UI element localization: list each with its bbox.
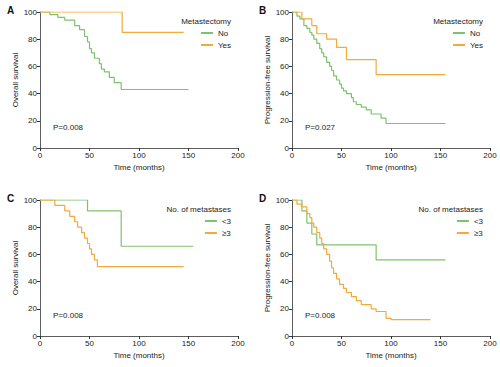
svg-text:80: 80 bbox=[280, 223, 289, 232]
svg-text:Metastectomy: Metastectomy bbox=[433, 17, 483, 26]
svg-text:50: 50 bbox=[85, 339, 94, 348]
svg-text:D: D bbox=[259, 193, 266, 204]
svg-text:60: 60 bbox=[280, 250, 289, 259]
svg-text:100: 100 bbox=[384, 339, 398, 348]
svg-text:100: 100 bbox=[276, 196, 290, 205]
svg-text:Yes: Yes bbox=[470, 41, 483, 50]
svg-text:≥3: ≥3 bbox=[474, 229, 483, 238]
svg-text:20: 20 bbox=[28, 116, 37, 125]
svg-text:<3: <3 bbox=[222, 217, 232, 226]
svg-text:Time (months): Time (months) bbox=[113, 163, 165, 172]
svg-text:No: No bbox=[218, 29, 229, 38]
svg-text:Overall survival: Overall survival bbox=[11, 52, 20, 107]
svg-text:40: 40 bbox=[28, 277, 37, 286]
svg-text:Time (months): Time (months) bbox=[113, 351, 165, 360]
svg-text:Time (months): Time (months) bbox=[365, 163, 417, 172]
svg-text:150: 150 bbox=[182, 151, 196, 160]
svg-text:Metastectomy: Metastectomy bbox=[181, 17, 231, 26]
svg-text:200: 200 bbox=[231, 151, 245, 160]
svg-text:100: 100 bbox=[276, 8, 290, 17]
svg-text:No. of metastases: No. of metastases bbox=[419, 205, 483, 214]
svg-text:≥3: ≥3 bbox=[222, 229, 231, 238]
svg-text:0: 0 bbox=[38, 151, 43, 160]
svg-text:0: 0 bbox=[290, 151, 295, 160]
svg-text:200: 200 bbox=[231, 339, 245, 348]
svg-text:0: 0 bbox=[290, 339, 295, 348]
svg-text:100: 100 bbox=[132, 151, 146, 160]
svg-text:P=0.008: P=0.008 bbox=[305, 311, 336, 320]
svg-text:Progression-free survival: Progression-free survival bbox=[263, 224, 272, 313]
svg-text:0: 0 bbox=[38, 339, 43, 348]
svg-text:C: C bbox=[7, 193, 14, 204]
svg-text:20: 20 bbox=[280, 116, 289, 125]
svg-text:80: 80 bbox=[28, 223, 37, 232]
svg-text:No. of metastases: No. of metastases bbox=[167, 205, 231, 214]
svg-text:50: 50 bbox=[337, 339, 346, 348]
svg-text:100: 100 bbox=[24, 8, 38, 17]
svg-text:P=0.008: P=0.008 bbox=[53, 311, 84, 320]
svg-text:40: 40 bbox=[280, 89, 289, 98]
svg-text:100: 100 bbox=[24, 196, 38, 205]
svg-text:0: 0 bbox=[284, 331, 289, 341]
svg-text:Time (months): Time (months) bbox=[365, 351, 417, 360]
svg-text:Overall survival: Overall survival bbox=[11, 240, 20, 295]
svg-text:Yes: Yes bbox=[218, 41, 231, 50]
svg-text:150: 150 bbox=[434, 151, 448, 160]
svg-text:200: 200 bbox=[483, 151, 497, 160]
svg-text:A: A bbox=[7, 5, 14, 16]
svg-text:B: B bbox=[259, 5, 266, 16]
svg-text:0: 0 bbox=[284, 143, 289, 153]
svg-text:20: 20 bbox=[280, 304, 289, 313]
svg-text:50: 50 bbox=[337, 151, 346, 160]
svg-text:100: 100 bbox=[384, 151, 398, 160]
svg-text:40: 40 bbox=[280, 277, 289, 286]
svg-text:50: 50 bbox=[85, 151, 94, 160]
svg-text:150: 150 bbox=[182, 339, 196, 348]
svg-text:60: 60 bbox=[280, 62, 289, 71]
svg-text:<3: <3 bbox=[474, 217, 484, 226]
svg-text:80: 80 bbox=[28, 35, 37, 44]
svg-text:80: 80 bbox=[280, 35, 289, 44]
svg-text:No: No bbox=[470, 29, 481, 38]
svg-text:P=0.027: P=0.027 bbox=[305, 123, 336, 132]
svg-text:150: 150 bbox=[434, 339, 448, 348]
svg-text:60: 60 bbox=[28, 250, 37, 259]
svg-text:P=0.008: P=0.008 bbox=[53, 123, 84, 132]
svg-text:60: 60 bbox=[28, 62, 37, 71]
svg-text:200: 200 bbox=[483, 339, 497, 348]
svg-text:Progression-free survival: Progression-free survival bbox=[263, 36, 272, 125]
svg-text:100: 100 bbox=[132, 339, 146, 348]
svg-text:0: 0 bbox=[32, 331, 37, 341]
svg-text:0: 0 bbox=[32, 143, 37, 153]
svg-text:40: 40 bbox=[28, 89, 37, 98]
svg-text:20: 20 bbox=[28, 304, 37, 313]
